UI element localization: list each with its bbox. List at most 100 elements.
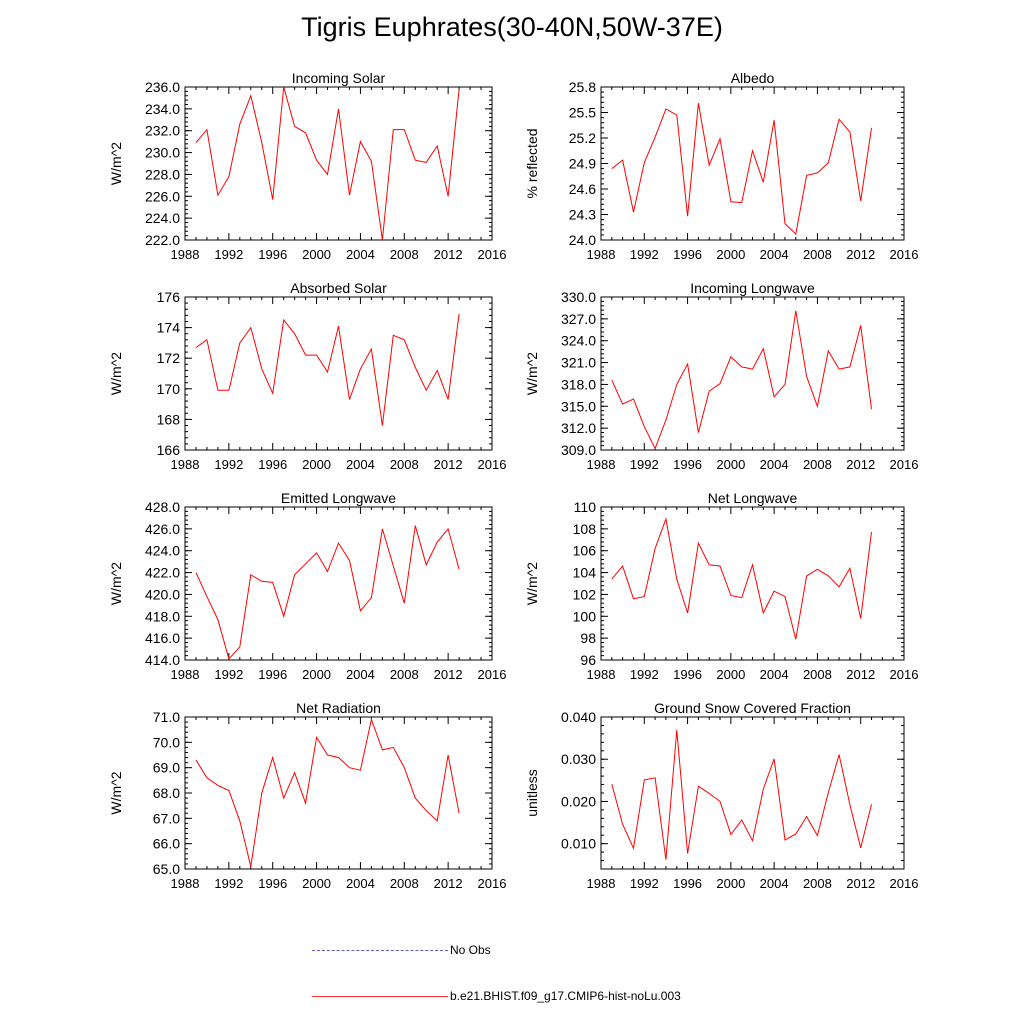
y-tick-label: 224.0	[145, 210, 180, 226]
y-tick-label: 232.0	[145, 123, 180, 139]
x-tick-label: 1988	[587, 457, 616, 472]
x-tick-label: 2012	[434, 667, 463, 682]
y-tick-label: 174	[157, 320, 181, 336]
y-tick-label: 230.0	[145, 145, 180, 161]
x-tick-label: 1988	[171, 876, 200, 891]
series-line-1	[611, 103, 872, 235]
x-tick-label: 1992	[214, 667, 243, 682]
plot-frame	[184, 506, 493, 661]
x-tick-label: 1992	[630, 667, 659, 682]
x-tick-label: 2008	[803, 247, 832, 262]
x-tick-label: 2012	[846, 667, 875, 682]
x-tick-label: 2008	[803, 667, 832, 682]
y-tick-label: 416.0	[145, 630, 180, 646]
y-axis-label: W/m^2	[524, 352, 540, 395]
chart-title: Ground Snow Covered Fraction	[654, 700, 851, 716]
y-tick-label: 170	[157, 381, 181, 397]
plot-frame	[184, 716, 493, 870]
chart-panel-7: Net Radiation W/m^2 1988 1992 1996 2000 2004 20…	[108, 700, 506, 891]
x-tick-label: 2012	[846, 457, 875, 472]
y-tick-label: 309.0	[561, 442, 596, 458]
y-axis-label: W/m^2	[108, 771, 124, 814]
chart-panel-5: Emitted Longwave W/m^2 1988 1992 1996 2000 200…	[108, 490, 506, 682]
x-tick-label: 1992	[214, 457, 243, 472]
chart-panel-4: Incoming Longwave W/m^2 1988 1992 1996 2000 20…	[524, 280, 918, 472]
x-tick-label: 1996	[673, 876, 702, 891]
x-tick-label: 2008	[390, 667, 419, 682]
x-tick-label: 2016	[890, 457, 919, 472]
x-tick-label: 2016	[478, 876, 507, 891]
page-title: Tigris Euphrates(30-40N,50W-37E)	[301, 12, 723, 42]
y-tick-label: 25.2	[569, 130, 596, 146]
y-tick-label: 318.0	[561, 376, 596, 392]
plot-frame	[184, 296, 493, 451]
x-tick-label: 2012	[846, 247, 875, 262]
y-tick-label: 70.0	[153, 734, 180, 750]
x-tick-label: 2000	[302, 667, 331, 682]
y-tick-label: 236.0	[145, 79, 180, 95]
y-tick-label: 176	[157, 289, 181, 305]
x-tick-label: 2000	[716, 876, 745, 891]
x-tick-label: 2000	[302, 457, 331, 472]
series-line-1	[611, 310, 872, 450]
y-tick-label: 71.0	[153, 709, 180, 725]
series-line-1	[611, 730, 872, 860]
plot-frame	[600, 296, 905, 451]
y-tick-label: 69.0	[153, 760, 180, 776]
chart-panel-8: Ground Snow Covered Fraction unitless 1988…	[524, 700, 918, 891]
y-tick-label: 422.0	[145, 565, 180, 581]
chart-title: Emitted Longwave	[281, 490, 396, 506]
x-tick-label: 2016	[890, 247, 919, 262]
y-tick-label: 108	[573, 521, 597, 537]
x-tick-label: 2016	[890, 667, 919, 682]
y-axis-label: W/m^2	[108, 352, 124, 395]
y-tick-label: 65.0	[153, 861, 180, 877]
x-tick-label: 2004	[346, 457, 375, 472]
chart-title: Absorbed Solar	[290, 280, 387, 296]
y-tick-label: 24.0	[569, 232, 596, 248]
x-tick-label: 1992	[630, 247, 659, 262]
x-tick-label: 1996	[673, 457, 702, 472]
series-line-1	[195, 525, 460, 660]
x-tick-label: 2008	[390, 457, 419, 472]
x-tick-label: 2004	[346, 876, 375, 891]
y-tick-label: 106	[573, 543, 597, 559]
plot-frame	[600, 86, 905, 241]
x-tick-label: 2016	[890, 876, 919, 891]
y-tick-label: 234.0	[145, 101, 180, 117]
x-tick-label: 1988	[587, 667, 616, 682]
y-tick-label: 222.0	[145, 232, 180, 248]
plot-frame	[600, 716, 905, 870]
x-tick-label: 2012	[846, 876, 875, 891]
y-tick-label: 418.0	[145, 608, 180, 624]
series-line-1	[195, 313, 460, 426]
legend-label-obs: No Obs	[450, 943, 491, 957]
x-tick-label: 1988	[587, 876, 616, 891]
x-tick-label: 2004	[346, 667, 375, 682]
x-tick-label: 1992	[214, 247, 243, 262]
x-tick-label: 1996	[258, 247, 287, 262]
y-tick-label: 24.3	[569, 207, 596, 223]
y-tick-label: 68.0	[153, 785, 180, 801]
y-tick-label: 110	[574, 499, 597, 515]
chart-title: Net Longwave	[708, 490, 798, 506]
x-tick-label: 2008	[803, 457, 832, 472]
y-tick-label: 96	[580, 652, 596, 668]
legend-item-model: b.e21.BHIST.f09_g17.CMIP6-hist-noLu.003	[312, 987, 681, 1005]
y-tick-label: 24.9	[569, 156, 596, 172]
x-tick-label: 1988	[171, 247, 200, 262]
y-tick-label: 428.0	[145, 499, 180, 515]
x-tick-label: 2012	[434, 876, 463, 891]
y-tick-label: 104	[573, 565, 597, 581]
x-tick-label: 2004	[760, 457, 789, 472]
x-tick-label: 1996	[673, 667, 702, 682]
x-tick-label: 1988	[171, 667, 200, 682]
y-tick-label: 327.0	[561, 311, 596, 327]
x-tick-label: 1996	[258, 667, 287, 682]
legend-item-obs: No Obs	[312, 941, 491, 959]
x-tick-label: 2000	[716, 457, 745, 472]
y-tick-label: 226.0	[145, 188, 180, 204]
legend-swatch-obs	[312, 949, 448, 951]
series-line-1	[195, 717, 460, 867]
